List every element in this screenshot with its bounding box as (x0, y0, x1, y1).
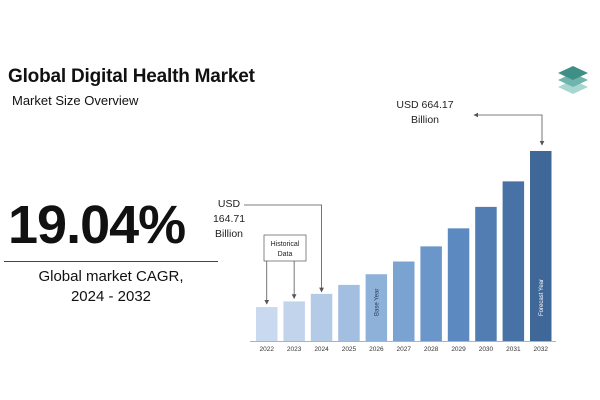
historical-label-line1: Historical (271, 241, 300, 248)
x-tick-2028: 2028 (424, 346, 439, 353)
bar-2026 (365, 274, 388, 341)
x-tick-2026: 2026 (369, 346, 384, 353)
historical-label-line2: Data (278, 251, 293, 258)
page-subtitle: Market Size Overview (12, 93, 139, 108)
page-title: Global Digital Health Market (8, 66, 255, 87)
x-tick-2027: 2027 (397, 346, 412, 353)
bar-2023 (283, 301, 305, 341)
bar-2022 (256, 307, 278, 341)
x-tick-2031: 2031 (506, 346, 521, 353)
bar-label-base-year: Base Year (374, 289, 380, 316)
annotation-end-line2: Billion (411, 114, 439, 126)
historical-box (263, 234, 307, 262)
x-tick-2029: 2029 (451, 346, 466, 353)
annotation-start-line2: 164.71 (213, 213, 245, 225)
bar-2027 (393, 261, 415, 341)
x-tick-2032: 2032 (534, 346, 549, 353)
x-tick-2023: 2023 (287, 346, 302, 353)
x-tick-2022: 2022 (260, 346, 275, 353)
cagr-label-line2: 2024 - 2032 (70, 288, 152, 305)
bar-2029 (447, 228, 470, 341)
annotation-end-arrow (473, 112, 545, 146)
annotation-start-arrow (244, 204, 324, 293)
bar-2024 (310, 293, 333, 341)
layers-logo-icon (558, 66, 588, 94)
bar-2032 (530, 151, 552, 341)
annotation-end-line1: USD 664.17 (396, 99, 453, 111)
bar-2025 (338, 284, 360, 341)
cagr-value: 19.04% (8, 195, 186, 255)
x-tick-2024: 2024 (314, 346, 329, 353)
bar-2028 (420, 246, 442, 341)
cagr-label-line1: Global market CAGR, (38, 268, 184, 285)
annotation-start-line3: Billion (215, 228, 243, 240)
bar-label-forecast-year: Forecast Year (539, 279, 545, 316)
x-tick-2025: 2025 (342, 346, 357, 353)
bar-2030 (475, 206, 497, 341)
cagr-divider (4, 261, 218, 262)
bar-2031 (502, 181, 525, 341)
x-tick-2030: 2030 (479, 346, 494, 353)
annotation-start-line1: USD (218, 198, 241, 210)
